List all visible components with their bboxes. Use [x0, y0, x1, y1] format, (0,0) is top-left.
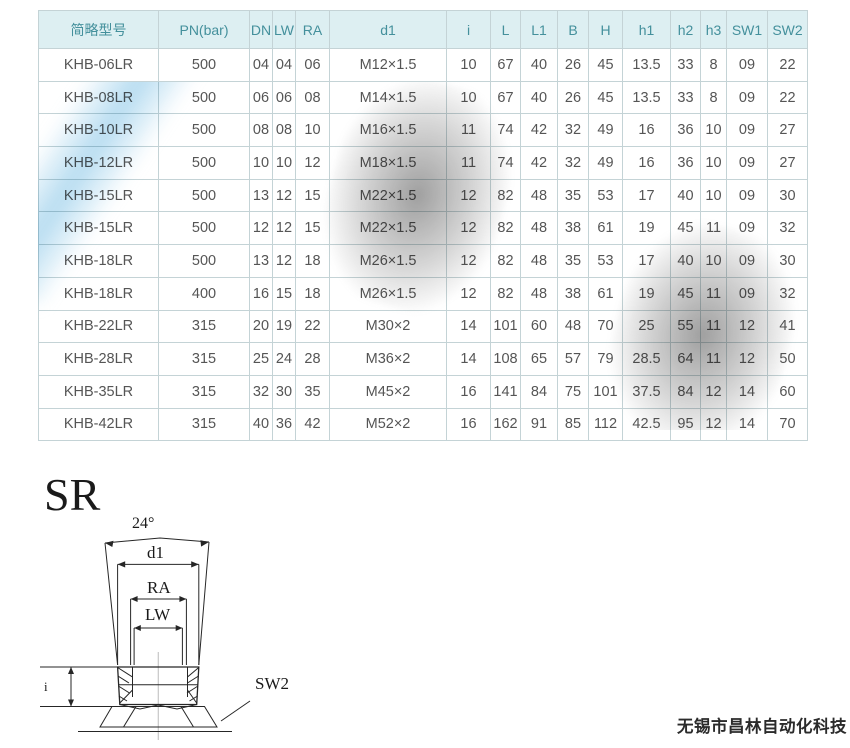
- svg-text:i: i: [44, 679, 48, 694]
- svg-text:RA: RA: [147, 578, 171, 597]
- svg-text:LW: LW: [145, 605, 171, 624]
- svg-text:24°: 24°: [132, 515, 154, 532]
- svg-text:d1: d1: [147, 543, 164, 562]
- svg-text:SW2: SW2: [255, 674, 289, 693]
